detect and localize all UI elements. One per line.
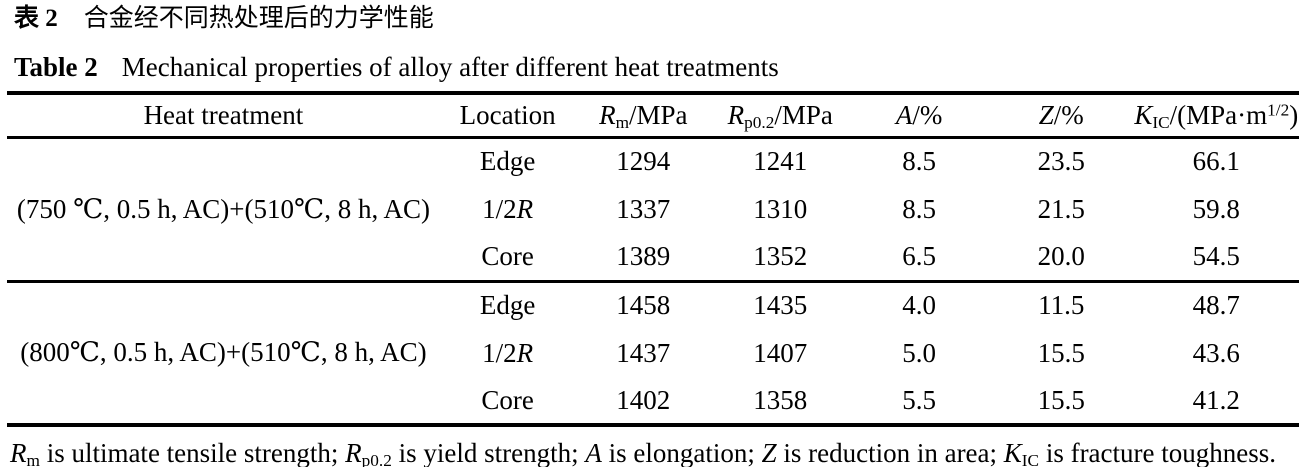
table-title-chinese-text: 合金经不同热处理后的力学性能 [83, 5, 434, 32]
table-row: Core 1402 1358 5.5 15.5 41.2 [7, 377, 1299, 425]
col-header-rp02: Rp0.2/MPa [727, 99, 833, 132]
rp02-value-cell: 1310 [753, 193, 808, 224]
table-row: Core 1389 1352 6.5 20.0 54.5 [7, 233, 1299, 281]
a-value-cell: 8.5 [902, 193, 936, 224]
table-row: (750 ℃, 0.5 h, AC)+(510℃, 8 h, AC) Edge 12… [7, 137, 1299, 223]
table-title-chinese: 表 2 合金经不同热处理后的力学性能 [14, 4, 1305, 34]
location-cell: Core [481, 240, 534, 271]
a-value-cell: 5.5 [902, 384, 936, 415]
table-header: Heat treatment Location Rm/MPa Rp0.2/MPa… [7, 93, 1299, 137]
table-row: (800℃, 0.5 h, AC)+(510℃, 8 h, AC) Edge 145… [7, 281, 1299, 367]
a-value-cell: 5.0 [902, 337, 936, 368]
z-value-cell: 15.5 [1037, 337, 1085, 368]
table-footnote: Rm is ultimate tensile strength; Rp0.2 i… [10, 438, 1276, 467]
kic-value-cell: 59.8 [1192, 193, 1240, 224]
rp02-value-cell: 1352 [753, 240, 808, 271]
table-body: (750 ℃, 0.5 h, AC)+(510℃, 8 h, AC) Edge 12… [7, 137, 1299, 425]
table-header-row: Heat treatment Location Rm/MPa Rp0.2/MPa… [7, 93, 1299, 137]
kic-value-cell: 41.2 [1192, 384, 1240, 415]
z-value-cell: 11.5 [1038, 290, 1085, 321]
rm-value-cell: 1402 [616, 384, 671, 415]
col-header-z: Z/% [1038, 99, 1084, 130]
z-value-cell: 21.5 [1037, 193, 1085, 224]
rm-value-cell: 1458 [616, 290, 671, 321]
rp02-value-cell: 1358 [753, 384, 808, 415]
rm-value-cell: 1437 [616, 337, 671, 368]
rp02-value-cell: 1241 [753, 146, 808, 177]
col-header-a: A/% [895, 99, 943, 130]
rm-value-cell: 1389 [616, 240, 671, 271]
table-title-english-number: Table 2 [14, 52, 98, 82]
location-cell: Edge [479, 146, 536, 177]
location-cell: 1/2R [482, 337, 534, 368]
col-header-heat-treatment: Heat treatment [143, 99, 304, 130]
rp02-value-cell: 1407 [753, 337, 808, 368]
col-header-location: Location [459, 99, 556, 130]
a-value-cell: 4.0 [902, 290, 936, 321]
z-value-cell: 15.5 [1037, 384, 1085, 415]
table-title-chinese-number: 表 2 [14, 5, 58, 32]
rp02-value-cell: 1435 [753, 290, 808, 321]
table-title-english-text: Mechanical properties of alloy after dif… [121, 52, 779, 82]
kic-value-cell: 48.7 [1192, 290, 1240, 321]
a-value-cell: 8.5 [902, 146, 936, 177]
table-row: 1/2R 1437 1407 5.0 15.5 43.6 [7, 329, 1299, 377]
location-cell: Core [481, 384, 534, 415]
kic-value-cell: 66.1 [1192, 146, 1240, 177]
table-title-english: Table 2 Mechanical properties of alloy af… [14, 52, 1305, 82]
location-cell: Edge [479, 290, 536, 321]
rm-value-cell: 1294 [616, 146, 671, 177]
col-header-kic: KIC/(MPa·m1/2) [1134, 99, 1299, 132]
z-value-cell: 20.0 [1037, 240, 1085, 271]
location-cell: 1/2R [482, 193, 534, 224]
kic-value-cell: 43.6 [1192, 337, 1240, 368]
rm-value-cell: 1337 [616, 193, 671, 224]
a-value-cell: 6.5 [902, 240, 936, 271]
z-value-cell: 23.5 [1037, 146, 1085, 177]
heat-treatment-cell: (800℃, 0.5 h, AC)+(510℃, 8 h, AC) [20, 337, 427, 368]
mechanical-properties-table: Heat treatment Location Rm/MPa Rp0.2/MPa… [7, 91, 1299, 427]
col-header-rm: Rm/MPa [599, 99, 688, 132]
kic-value-cell: 54.5 [1192, 240, 1240, 271]
table-row: 1/2R 1337 1310 8.5 21.5 59.8 [7, 185, 1299, 233]
heat-treatment-cell: (750 ℃, 0.5 h, AC)+(510℃, 8 h, AC) [16, 193, 430, 224]
